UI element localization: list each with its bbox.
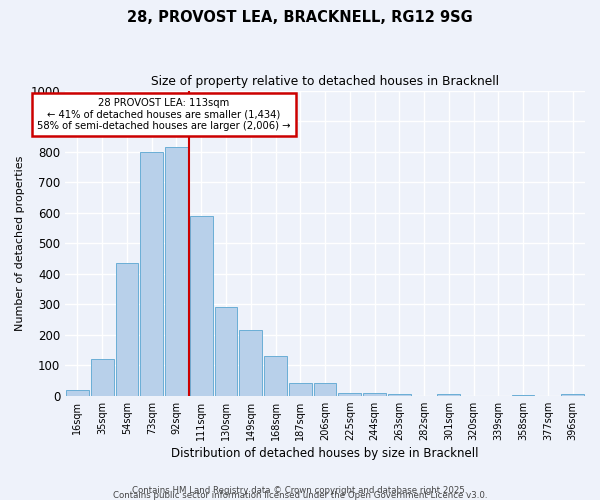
Bar (363, 392, 386, 396)
Bar (140, 152, 163, 396)
Bar (190, 216, 212, 396)
Title: Size of property relative to detached houses in Bracknell: Size of property relative to detached ho… (151, 75, 499, 88)
Bar (512, 395, 535, 396)
Bar (264, 356, 287, 396)
Bar (215, 307, 238, 396)
Text: 28 PROVOST LEA: 113sqm
← 41% of detached houses are smaller (1,434)
58% of semi-: 28 PROVOST LEA: 113sqm ← 41% of detached… (37, 98, 291, 132)
Bar (338, 392, 361, 396)
Bar (561, 394, 584, 396)
Bar (165, 147, 188, 396)
Bar (239, 330, 262, 396)
Text: Contains public sector information licensed under the Open Government Licence v3: Contains public sector information licen… (113, 491, 487, 500)
Bar (66, 390, 89, 396)
Text: 28, PROVOST LEA, BRACKNELL, RG12 9SG: 28, PROVOST LEA, BRACKNELL, RG12 9SG (127, 10, 473, 25)
Bar (314, 384, 337, 396)
Text: Contains HM Land Registry data © Crown copyright and database right 2025.: Contains HM Land Registry data © Crown c… (132, 486, 468, 495)
Bar (289, 382, 311, 396)
Y-axis label: Number of detached properties: Number of detached properties (15, 156, 25, 331)
Bar (437, 394, 460, 396)
Bar (388, 394, 410, 396)
Bar (116, 263, 139, 396)
X-axis label: Distribution of detached houses by size in Bracknell: Distribution of detached houses by size … (171, 447, 479, 460)
Bar (91, 359, 113, 396)
